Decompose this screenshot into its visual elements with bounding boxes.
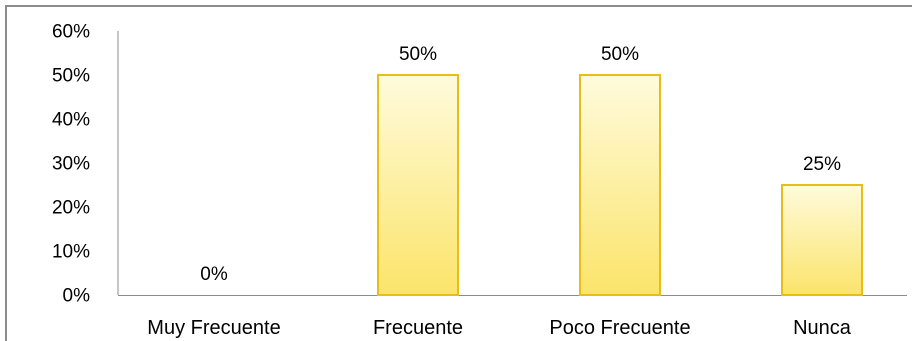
bars [377, 74, 863, 296]
bar [579, 74, 661, 296]
x-category-label: Nunca [793, 317, 852, 339]
category-labels: Muy Frecuente Frecuente Poco Frecuente Nunc… [147, 317, 851, 339]
data-label: 0% [200, 264, 228, 285]
data-label: 25% [803, 154, 841, 175]
y-tick-label: 50% [52, 66, 90, 87]
frame-border-top [5, 5, 912, 7]
y-tick-label: 20% [52, 198, 90, 219]
data-label: 50% [601, 44, 639, 65]
y-tick-label: 0% [63, 286, 91, 307]
frame-border-left [5, 5, 7, 341]
bar [781, 184, 863, 296]
y-axis-ticks: 0% 10% 20% 30% 40% 50% 60% [52, 22, 90, 307]
x-category-label: Frecuente [373, 317, 463, 339]
axes [117, 31, 907, 296]
x-category-label: Poco Frecuente [549, 317, 690, 339]
y-tick-label: 10% [52, 242, 90, 263]
data-labels: 0% 50% 50% 25% [200, 44, 841, 285]
y-tick-label: 30% [52, 154, 90, 175]
y-tick-label: 60% [52, 22, 90, 43]
y-tick-label: 40% [52, 110, 90, 131]
data-label: 50% [399, 44, 437, 65]
bar [377, 74, 459, 296]
x-category-label: Muy Frecuente [147, 317, 280, 339]
